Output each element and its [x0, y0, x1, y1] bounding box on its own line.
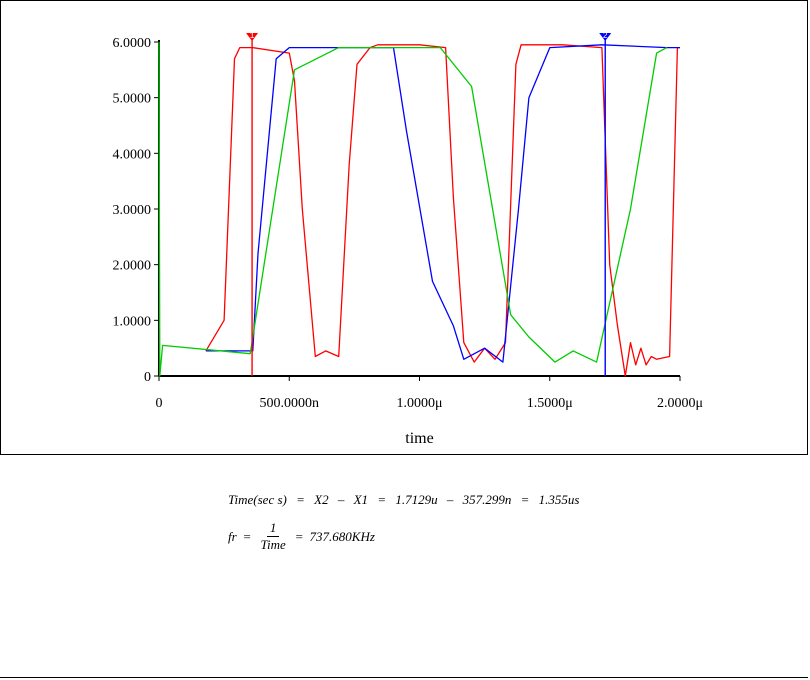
cursor-marker-label: 1	[250, 31, 255, 40]
y-tick-label: 4.0000	[113, 147, 152, 162]
x-tick-label: 500.0000n	[260, 396, 320, 411]
eq-term: 1.7129u	[395, 492, 438, 507]
bottom-rule	[0, 677, 808, 678]
eq-term: =	[377, 492, 387, 507]
cursor-marker	[599, 33, 612, 41]
y-tick-label: 3.0000	[113, 203, 152, 218]
y-tick-label: 6.0000	[113, 36, 152, 51]
equations-block: Time(sec s) = X2 – X1 = 1.7129u – 357.29…	[228, 492, 788, 553]
series-line	[205, 44, 680, 377]
fraction: 1 Time	[257, 520, 288, 553]
eq-term: Time	[228, 492, 254, 507]
eq-term: (sec s)	[253, 492, 287, 507]
eq-term: fr	[228, 528, 237, 544]
cursor-marker	[246, 33, 259, 41]
series-line	[205, 44, 680, 363]
eq-term: X2	[314, 492, 329, 507]
x-tick-label: 1.0000μ	[396, 396, 442, 411]
eq-term: =	[296, 492, 305, 507]
eq-term: 357.299n	[462, 492, 512, 507]
eq-term: 1.355us	[538, 492, 580, 507]
waveform-plot: 0 1.0000 2.0000 3.0000 4.0000 5.0000 6.0000 0 50…	[113, 31, 704, 447]
y-tick-label: 0	[144, 370, 151, 385]
cursor-marker-label: 2	[603, 31, 608, 40]
time-difference-equation: Time(sec s) = X2 – X1 = 1.7129u – 357.29…	[228, 492, 788, 514]
fraction-denominator: Time	[260, 537, 286, 552]
eq-term: =	[242, 528, 252, 544]
eq-term: =	[294, 528, 304, 544]
eq-term: =	[520, 492, 530, 507]
series-line	[158, 41, 668, 377]
eq-term: –	[337, 492, 345, 507]
x-tick-label: 0	[156, 396, 163, 411]
eq-term: –	[446, 492, 454, 507]
y-tick-label: 1.0000	[113, 314, 152, 329]
x-axis-label: time	[405, 430, 433, 447]
chart-frame: 0 1.0000 2.0000 3.0000 4.0000 5.0000 6.0000 0 50…	[0, 0, 808, 455]
y-tick-label: 5.0000	[113, 92, 152, 107]
eq-term: 737.680KHz	[309, 528, 375, 544]
x-tick-label: 2.0000μ	[657, 396, 703, 411]
eq-term: X1	[353, 492, 369, 507]
fraction-numerator: 1	[266, 520, 280, 537]
frequency-equation: fr = 1 Time = 737.680KHz	[228, 520, 788, 553]
x-tick-label: 1.5000μ	[527, 396, 573, 411]
y-tick-label: 2.0000	[113, 259, 152, 274]
